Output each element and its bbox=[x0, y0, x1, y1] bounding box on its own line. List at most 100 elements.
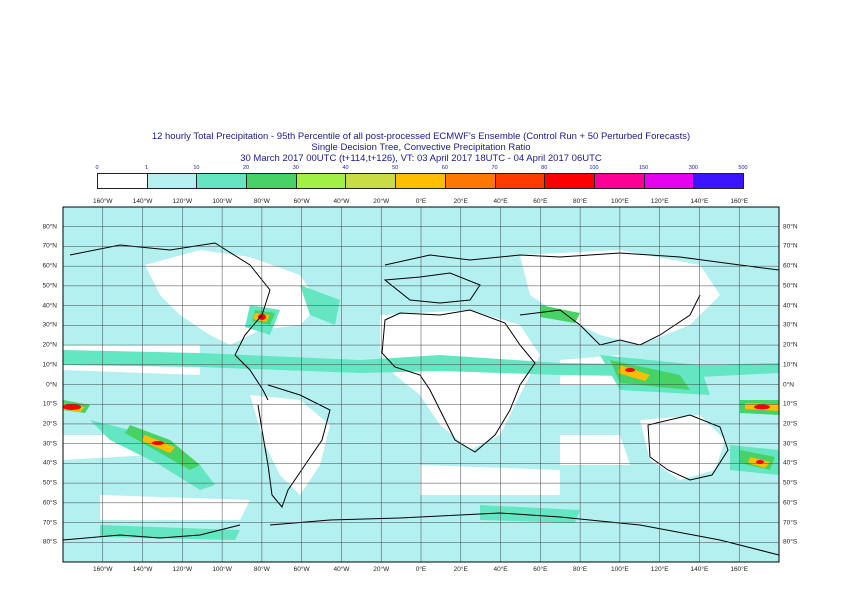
latitude-label: 50°N bbox=[42, 282, 57, 290]
legend-swatch bbox=[693, 173, 744, 189]
longitude-label: 0°E bbox=[415, 566, 427, 573]
latitude-label: 40°S bbox=[42, 459, 57, 467]
latitude-label: 70°S bbox=[783, 519, 798, 527]
latitude-label: 40°S bbox=[783, 459, 798, 467]
latitude-label: 70°S bbox=[42, 519, 57, 527]
longitude-label: 140°E bbox=[690, 566, 709, 573]
latitude-label: 20°N bbox=[783, 341, 798, 349]
map-canvas bbox=[62, 206, 780, 563]
longitude-label: 140°W bbox=[132, 198, 153, 205]
legend-label: 150 bbox=[639, 165, 649, 171]
legend-label: 100 bbox=[589, 165, 599, 171]
latitude-label: 70°N bbox=[42, 242, 57, 250]
legend-swatch bbox=[345, 173, 397, 189]
latitude-label: 80°S bbox=[42, 538, 57, 546]
longitude-label: 160°E bbox=[730, 566, 749, 573]
latitude-label: 10°N bbox=[42, 361, 57, 369]
latitude-label: 20°S bbox=[783, 420, 798, 428]
latitude-label: 70°N bbox=[783, 242, 798, 250]
latitude-label: 60°N bbox=[783, 262, 798, 270]
legend-swatch bbox=[544, 173, 595, 189]
legend-label: 30 bbox=[292, 165, 299, 171]
longitude-label: 0°E bbox=[415, 198, 427, 205]
longitude-label: 60°E bbox=[533, 566, 548, 573]
map-title: 12 hourly Total Precipitation - 95th Per… bbox=[151, 131, 691, 142]
longitude-label: 160°E bbox=[730, 198, 749, 205]
longitude-label: 80°W bbox=[253, 566, 270, 573]
longitude-label: 120°E bbox=[650, 198, 669, 205]
legend-label: 40 bbox=[342, 165, 349, 171]
longitude-label: 20°E bbox=[453, 566, 468, 573]
latitude-label: 40°N bbox=[783, 302, 798, 310]
legend-label: 60 bbox=[441, 165, 448, 171]
legend-label: 70 bbox=[491, 165, 498, 171]
legend-label: 80 bbox=[541, 165, 548, 171]
longitude-label: 120°W bbox=[172, 566, 193, 573]
latitude-label: 10°S bbox=[42, 400, 57, 408]
legend-swatch bbox=[97, 173, 148, 189]
longitude-label: 160°W bbox=[92, 566, 113, 573]
longitude-label: 80°E bbox=[573, 198, 588, 205]
legend-swatch bbox=[593, 173, 645, 189]
longitude-label: 120°E bbox=[650, 566, 669, 573]
longitude-label: 60°W bbox=[293, 198, 310, 205]
latitude-label: 30°N bbox=[783, 321, 798, 329]
longitude-label: 120°W bbox=[172, 198, 193, 205]
legend-label: 50 bbox=[392, 165, 399, 171]
latitude-label: 30°N bbox=[42, 321, 57, 329]
longitude-label: 20°W bbox=[373, 198, 390, 205]
latitude-label: 60°N bbox=[42, 262, 57, 270]
legend-label: 20 bbox=[243, 165, 250, 171]
longitude-label: 100°E bbox=[610, 198, 629, 205]
latitude-label: 20°S bbox=[42, 420, 57, 428]
latitude-label: 60°S bbox=[783, 499, 798, 507]
latitude-label: 80°N bbox=[42, 223, 57, 231]
longitude-label: 140°W bbox=[132, 566, 153, 573]
legend-label: 500 bbox=[738, 165, 748, 171]
map-frame bbox=[62, 206, 780, 563]
map-subtitle: Single Decision Tree, Convective Precipi… bbox=[311, 142, 531, 153]
legend-label: 0 bbox=[95, 165, 99, 171]
legend-swatch bbox=[295, 173, 347, 189]
latitude-label: 30°S bbox=[783, 440, 798, 448]
longitude-label: 20°W bbox=[373, 566, 390, 573]
legend-label: 1 bbox=[145, 165, 149, 171]
latitude-label: 30°S bbox=[42, 440, 57, 448]
legend-swatch bbox=[643, 173, 695, 189]
longitude-label: 80°E bbox=[573, 566, 588, 573]
legend-swatch bbox=[146, 173, 198, 189]
coastlines bbox=[63, 242, 779, 556]
longitude-label: 60°E bbox=[533, 198, 548, 205]
map-validity-time: 30 March 2017 00UTC (t+114,t+126), VT: 0… bbox=[240, 153, 602, 164]
latitude-label: 20°N bbox=[42, 341, 57, 349]
legend-swatch bbox=[395, 173, 446, 189]
legend-swatch bbox=[444, 173, 496, 189]
longitude-label: 100°E bbox=[610, 566, 629, 573]
latitude-label: 50°S bbox=[42, 479, 57, 487]
longitude-label: 20°E bbox=[453, 198, 468, 205]
precipitation-map: 160°W 160°W 140°W 140°W 120°W 120°W 100°W 100°W… bbox=[0, 195, 842, 585]
latitude-label: 80°N bbox=[783, 223, 798, 231]
color-legend: 0 1 10 20 30 40 50 60 70 80 100 150 300 500 bbox=[95, 165, 748, 191]
longitude-label: 160°W bbox=[92, 198, 113, 205]
latitude-label: 0°N bbox=[783, 381, 794, 388]
latitude-label: 10°N bbox=[783, 361, 798, 369]
legend-swatch bbox=[246, 173, 297, 189]
legend-swatch bbox=[196, 173, 248, 189]
longitude-label: 40°W bbox=[333, 198, 350, 205]
longitude-label: 100°W bbox=[212, 566, 232, 573]
legend-swatch bbox=[494, 173, 546, 189]
latitude-label: 60°S bbox=[42, 499, 57, 507]
latitude-label: 40°N bbox=[42, 302, 57, 310]
longitude-label: 140°E bbox=[690, 198, 709, 205]
longitude-label: 100°W bbox=[212, 198, 232, 205]
latitude-label: 50°N bbox=[783, 282, 798, 290]
graticule bbox=[63, 207, 779, 562]
legend-label: 300 bbox=[688, 165, 698, 171]
longitude-label: 40°W bbox=[333, 566, 350, 573]
longitude-label: 40°E bbox=[493, 198, 508, 205]
longitude-label: 80°W bbox=[253, 198, 270, 205]
longitude-label: 40°E bbox=[493, 566, 508, 573]
legend-label: 10 bbox=[193, 165, 200, 171]
latitude-label: 10°S bbox=[783, 400, 798, 408]
